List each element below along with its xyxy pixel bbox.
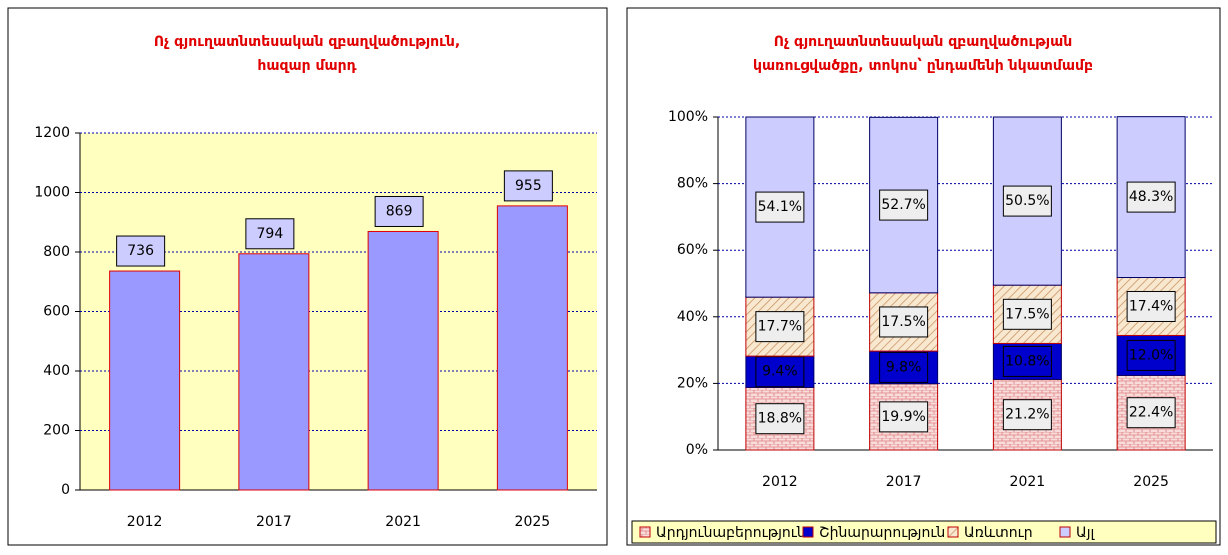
x-tick-label: 2025 bbox=[1133, 474, 1169, 490]
x-tick-label: 2017 bbox=[886, 474, 922, 490]
y-tick-label: 600 bbox=[43, 304, 70, 320]
data-label-box bbox=[879, 306, 929, 338]
data-label: 955 bbox=[515, 178, 542, 194]
data-label: 9.8% bbox=[886, 359, 922, 375]
y-tick-label: 20% bbox=[677, 375, 708, 391]
x-tick-label: 2012 bbox=[127, 514, 163, 530]
chart-right: Ոչ գյուղատնտեսական զբաղվածության կառուցվա… bbox=[631, 34, 1217, 544]
data-label: 19.9% bbox=[881, 409, 925, 425]
bar bbox=[367, 230, 439, 491]
data-label: 22.4% bbox=[1129, 405, 1173, 421]
x-tick-label: 2025 bbox=[515, 514, 551, 530]
legend-swatch bbox=[1059, 526, 1071, 538]
data-label: 48.3% bbox=[1129, 189, 1173, 205]
y-tick-label: 100% bbox=[668, 109, 708, 125]
y-tick-label: 80% bbox=[677, 176, 708, 192]
data-label: 9.4% bbox=[762, 364, 798, 380]
data-label: 12.0% bbox=[1129, 347, 1173, 363]
data-label: 52.7% bbox=[881, 197, 925, 213]
data-label-box bbox=[1002, 345, 1052, 377]
chart-title: կառուցվածքը, տոկոս՝ ընդամենի նկատմամբ bbox=[753, 57, 1093, 74]
x-tick-label: 2021 bbox=[385, 514, 421, 530]
bar bbox=[496, 205, 568, 491]
data-label: 50.5% bbox=[1005, 193, 1049, 209]
data-label-box bbox=[1126, 339, 1176, 371]
data-label: 17.7% bbox=[758, 319, 802, 335]
x-tick-label: 2017 bbox=[256, 514, 292, 530]
data-label-box bbox=[879, 351, 929, 383]
data-label-box bbox=[879, 189, 929, 221]
y-tick-label: 200 bbox=[43, 423, 70, 439]
legend-swatch bbox=[947, 526, 959, 538]
data-label: 736 bbox=[127, 243, 154, 259]
chart-title: Ոչ գյուղատնտեսական զբաղվածություն, bbox=[154, 34, 460, 50]
chart-left: Ոչ գյուղատնտեսական զբաղվածություն, հազար … bbox=[34, 34, 597, 530]
data-label-box bbox=[1002, 185, 1052, 217]
legend-swatch bbox=[802, 526, 814, 538]
data-label: 17.5% bbox=[1005, 306, 1049, 322]
x-tick-label: 2012 bbox=[762, 474, 798, 490]
data-label-box bbox=[755, 311, 805, 343]
legend-label: Արդյունաբերություն bbox=[656, 525, 806, 541]
legend-swatch bbox=[639, 526, 651, 538]
x-tick-label: 2021 bbox=[1010, 474, 1046, 490]
data-label: 21.2% bbox=[1005, 407, 1049, 423]
data-label: 869 bbox=[386, 203, 413, 219]
y-tick-label: 0% bbox=[686, 442, 708, 458]
bar bbox=[109, 270, 181, 491]
data-label-box bbox=[1002, 399, 1052, 431]
bar bbox=[238, 253, 310, 491]
data-label-box bbox=[503, 170, 553, 202]
data-label-box bbox=[879, 401, 929, 433]
data-label: 17.4% bbox=[1129, 298, 1173, 314]
data-label-box bbox=[1126, 290, 1176, 322]
data-label: 10.8% bbox=[1005, 353, 1049, 369]
data-label-box bbox=[1126, 181, 1176, 213]
y-tick-label: 1200 bbox=[34, 125, 70, 141]
y-tick-label: 400 bbox=[43, 363, 70, 379]
data-label: 18.8% bbox=[758, 411, 802, 427]
chart-title: հազար մարդ bbox=[257, 58, 356, 74]
y-tick-label: 800 bbox=[43, 244, 70, 260]
legend-label: Շինարարություն bbox=[819, 525, 945, 541]
data-label-box bbox=[374, 195, 424, 227]
data-label: 54.1% bbox=[758, 199, 802, 215]
data-label: 17.5% bbox=[881, 314, 925, 330]
y-tick-label: 40% bbox=[677, 309, 708, 325]
y-tick-label: 1000 bbox=[34, 185, 70, 201]
chart-title: Ոչ գյուղատնտեսական զբաղվածության bbox=[774, 34, 1072, 50]
data-label-box bbox=[245, 218, 295, 250]
data-label-box bbox=[755, 403, 805, 435]
data-label-box bbox=[1126, 397, 1176, 429]
y-tick-label: 0 bbox=[61, 482, 70, 498]
data-label-box bbox=[755, 356, 805, 388]
data-label-box bbox=[755, 191, 805, 223]
y-tick-label: 60% bbox=[677, 242, 708, 258]
legend-label: Առևտուր bbox=[964, 525, 1033, 541]
legend-label: Այլ bbox=[1076, 525, 1096, 541]
data-label-box bbox=[116, 235, 166, 267]
data-label: 794 bbox=[257, 226, 284, 242]
data-label-box bbox=[1002, 298, 1052, 330]
